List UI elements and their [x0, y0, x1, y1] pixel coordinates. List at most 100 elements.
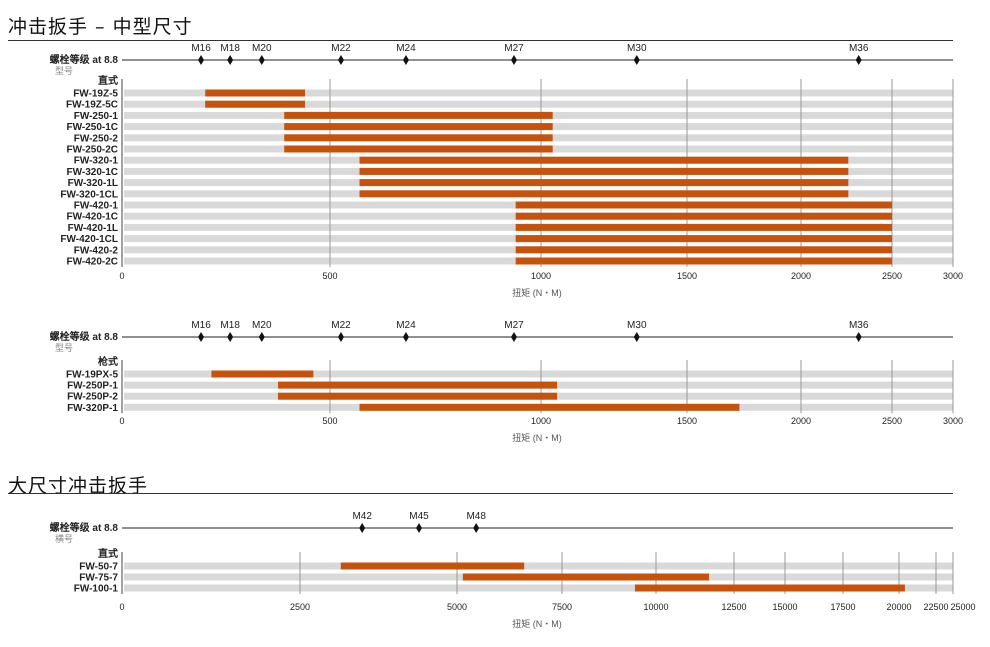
axis-tick-label: 10000: [643, 602, 668, 612]
bolt-grade-label: 螺栓等级 at 8.8: [50, 521, 119, 534]
model-name: FW-420-1C: [67, 212, 118, 223]
bolt-size-label: M27: [504, 43, 524, 54]
bolt-size-marker-icon: [337, 332, 344, 342]
model-name: FW-19Z-5C: [66, 100, 118, 111]
torque-range-bar: [462, 573, 710, 581]
model-name: FW-19PX-5: [66, 370, 118, 381]
bolt-size-label: M16: [191, 43, 211, 54]
axis-tick-label: 0: [119, 271, 124, 281]
bolt-size-marker-icon: [633, 55, 640, 65]
axis-tick-label: 1000: [531, 271, 551, 281]
bolt-size-marker-icon: [227, 332, 234, 342]
title-rule: [8, 493, 953, 494]
torque-range-bar: [284, 111, 553, 119]
axis-tick-label: 15000: [772, 602, 797, 612]
axis-tick-label: 17500: [830, 602, 855, 612]
x-axis-label: 扭矩 (N・M): [512, 287, 562, 298]
bolt-size-marker-icon: [855, 332, 862, 342]
bolt-size-marker-icon: [855, 55, 862, 65]
model-name: FW-420-2C: [67, 257, 118, 268]
group-label: 枪式: [98, 355, 118, 368]
model-name: FW-420-1: [74, 201, 119, 212]
bolt-size-marker-icon: [510, 55, 517, 65]
group-label: 直式: [98, 547, 118, 560]
model-name: FW-250-1C: [67, 122, 118, 133]
torque-range-bar: [359, 190, 849, 198]
model-name: FW-250P-1: [67, 381, 118, 392]
torque-range-bar: [278, 381, 558, 389]
bolt-size-label: M42: [352, 511, 372, 522]
section-title-large: 大尺寸冲击扳手: [8, 475, 149, 497]
model-name: FW-250-2C: [67, 145, 118, 156]
torque-range-bar: [515, 212, 892, 220]
torque-range-bar: [340, 562, 525, 570]
torque-range-bar: [284, 123, 553, 131]
row-track: [124, 370, 953, 378]
bolt-size-label: M30: [627, 43, 647, 54]
model-header: 型号: [55, 343, 73, 353]
bolt-size-label: M16: [191, 320, 211, 331]
bolt-size-marker-icon: [258, 55, 265, 65]
bolt-size-marker-icon: [337, 55, 344, 65]
axis-tick-label: 3000: [943, 271, 963, 281]
bolt-size-marker-icon: [258, 332, 265, 342]
bolt-size-marker-icon: [633, 332, 640, 342]
bolt-size-label: M24: [396, 320, 416, 331]
model-name: FW-420-1L: [68, 223, 118, 234]
x-axis-label: 扭矩 (N・M): [512, 618, 562, 629]
model-name: FW-320-1CL: [60, 189, 118, 200]
row-track: [124, 562, 953, 570]
bolt-size-label: M18: [220, 320, 240, 331]
bolt-size-label: M48: [466, 511, 486, 522]
axis-tick-label: 1000: [531, 416, 551, 426]
bolt-grade-label: 螺栓等级 at 8.8: [50, 330, 119, 343]
model-name: FW-75-7: [79, 573, 118, 584]
x-axis-label: 扭矩 (N・M): [512, 432, 562, 443]
model-name: FW-100-1: [74, 584, 119, 595]
torque-range-bar: [515, 257, 892, 265]
row-track: [124, 100, 953, 108]
torque-range-bar: [515, 201, 892, 209]
torque-range-bar: [205, 100, 306, 108]
bolt-size-label: M24: [396, 43, 416, 54]
model-name: FW-50-7: [79, 562, 118, 573]
axis-tick-label: 12500: [721, 602, 746, 612]
bolt-size-marker-icon: [473, 523, 480, 533]
axis-tick-label: 7500: [552, 602, 572, 612]
model-name: FW-250-2: [74, 133, 119, 144]
bolt-size-label: M20: [252, 43, 272, 54]
model-name: FW-420-2: [74, 245, 119, 256]
axis-tick-label: 25000: [950, 602, 975, 612]
bolt-size-label: M30: [627, 320, 647, 331]
bolt-size-label: M36: [849, 43, 869, 54]
axis-tick-label: 3000: [943, 416, 963, 426]
model-name: FW-320-1C: [67, 167, 118, 178]
bolt-size-marker-icon: [402, 332, 409, 342]
torque-range-bar: [634, 584, 905, 592]
torque-range-bar: [515, 235, 892, 243]
torque-range-bar: [515, 223, 892, 231]
torque-range-bar: [211, 370, 314, 378]
bolt-grade-label: 螺栓等级 at 8.8: [50, 53, 119, 66]
torque-range-bar: [284, 134, 553, 142]
bolt-size-marker-icon: [359, 523, 366, 533]
bolt-size-label: M27: [504, 320, 524, 331]
group-label: 直式: [98, 74, 118, 87]
model-name: FW-19Z-5: [73, 89, 118, 100]
axis-tick-label: 22500: [923, 602, 948, 612]
model-name: FW-320-1L: [68, 178, 118, 189]
model-name: FW-320-1: [74, 156, 119, 167]
axis-tick-label: 2500: [882, 416, 902, 426]
axis-tick-label: 1500: [677, 271, 697, 281]
torque-range-bar: [359, 403, 740, 411]
torque-range-bar: [205, 89, 306, 97]
axis-tick-label: 2000: [791, 271, 811, 281]
axis-tick-label: 500: [322, 271, 337, 281]
axis-tick-label: 1500: [677, 416, 697, 426]
bolt-size-marker-icon: [198, 55, 205, 65]
bolt-size-marker-icon: [402, 55, 409, 65]
model-header: 型号: [55, 66, 73, 76]
bolt-size-label: M45: [409, 511, 429, 522]
model-name: FW-250P-2: [67, 392, 118, 403]
